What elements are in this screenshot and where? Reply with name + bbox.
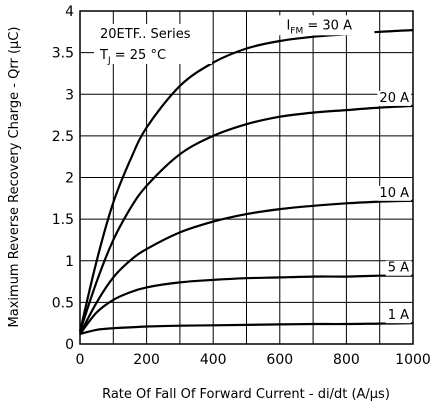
conditions-box: 20ETF.. Series TJ = 25 °C: [94, 24, 212, 66]
x-tick-label: 400: [200, 352, 227, 368]
y-tick-label: 1: [65, 254, 74, 270]
y-tick-label: 3.5: [52, 46, 74, 62]
series-name-annotation: 20ETF.. Series: [100, 27, 191, 42]
series-label-20a: 20 A: [379, 91, 409, 106]
grid: [80, 11, 413, 344]
temperature-annotation: TJ = 25 °C: [99, 48, 166, 66]
y-tick-label: 0.5: [52, 295, 74, 311]
y-tick-label: 4: [65, 4, 74, 20]
curve-series-1: [78, 104, 414, 332]
x-axis-ticks: 0 200 400 600 800 1000: [76, 352, 431, 368]
y-tick-label: 3: [65, 87, 74, 103]
x-tick-label: 800: [333, 352, 360, 368]
y-tick-label: 0: [65, 337, 74, 353]
series-label-30a: IFM = 30 A: [286, 18, 352, 36]
y-tick-label: 1.5: [52, 212, 74, 228]
plot-frame: [79, 10, 414, 345]
x-tick-label: 0: [76, 352, 85, 368]
series-label-1a: 1 A: [388, 308, 409, 323]
curve-series-4: [79, 322, 414, 336]
curve-series-3: [79, 274, 414, 335]
y-axis-label: Maximum Reverse Recovery Charge - Qrr (μ…: [7, 27, 22, 328]
x-tick-label: 600: [266, 352, 293, 368]
curve-series-2: [79, 199, 414, 335]
curve-labels: IFM = 30 A 20 A 10 A 5 A 1 A: [278, 15, 412, 324]
series-label-10a: 10 A: [379, 186, 409, 201]
y-axis-ticks: 0 0.5 1 1.5 2 2.5 3 3.5 4: [52, 4, 74, 353]
x-tick-label: 1000: [395, 352, 431, 368]
x-axis-label: Rate Of Fall Of Forward Current - di/dt …: [102, 387, 390, 402]
y-tick-label: 2.5: [52, 129, 74, 145]
x-tick-label: 200: [133, 352, 160, 368]
y-tick-label: 2: [65, 171, 74, 187]
series-label-5a: 5 A: [388, 261, 409, 276]
